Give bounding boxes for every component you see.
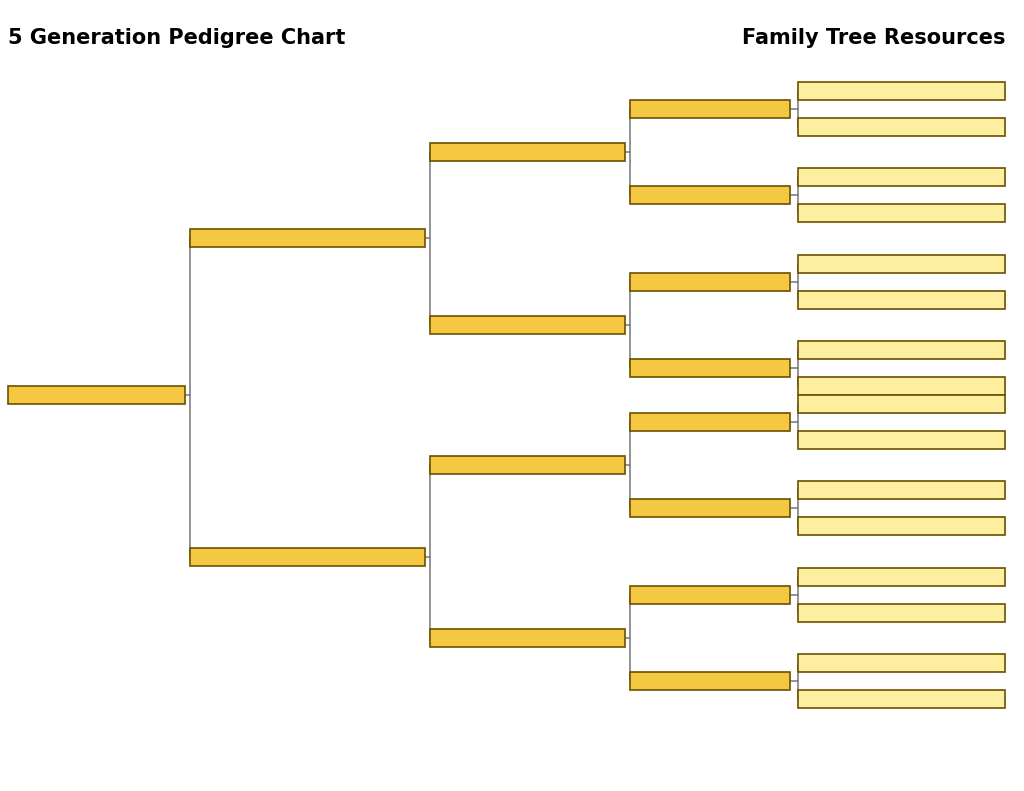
- Bar: [430, 629, 625, 647]
- Bar: [798, 431, 1005, 449]
- Bar: [430, 316, 625, 334]
- Bar: [798, 481, 1005, 499]
- Bar: [798, 291, 1005, 309]
- Bar: [798, 654, 1005, 672]
- Bar: [190, 229, 425, 247]
- Bar: [630, 100, 790, 118]
- Bar: [430, 143, 625, 161]
- Bar: [798, 604, 1005, 622]
- Bar: [798, 118, 1005, 136]
- Bar: [630, 413, 790, 431]
- Bar: [798, 204, 1005, 222]
- Text: Family Tree Resources: Family Tree Resources: [741, 28, 1005, 48]
- Bar: [798, 517, 1005, 535]
- Bar: [630, 273, 790, 291]
- Bar: [630, 359, 790, 377]
- Bar: [798, 568, 1005, 586]
- Bar: [630, 499, 790, 517]
- Bar: [630, 672, 790, 690]
- Text: 5 Generation Pedigree Chart: 5 Generation Pedigree Chart: [8, 28, 345, 48]
- Bar: [798, 395, 1005, 413]
- Bar: [798, 255, 1005, 273]
- Bar: [430, 456, 625, 474]
- Bar: [798, 168, 1005, 186]
- Bar: [630, 586, 790, 604]
- Bar: [630, 186, 790, 204]
- Bar: [798, 341, 1005, 359]
- Bar: [190, 548, 425, 566]
- Bar: [798, 82, 1005, 100]
- Bar: [798, 377, 1005, 395]
- Bar: [798, 690, 1005, 708]
- Bar: [8, 386, 185, 404]
